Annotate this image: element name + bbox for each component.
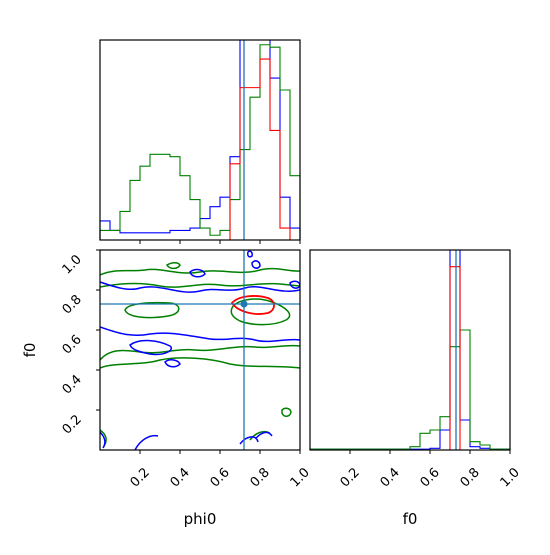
phi0-f0-joint-panel: 0.2 0.4 0.6 0.8 1.0 0.2 0.4 0.6 0.8 1.0 … (21, 249, 313, 528)
joint-xtick-label: 0.4 (168, 465, 193, 490)
f0-xtick-label: 0.8 (458, 465, 483, 490)
histogram-series-2 (310, 266, 510, 451)
f0-tick-marks (349, 450, 511, 454)
f0-histogram-series (309, 249, 511, 451)
joint-ytick-labels: 0.2 0.4 0.6 0.8 1.0 (60, 252, 85, 437)
histogram-series-0 (99, 39, 301, 240)
joint-ytick-label: 0.8 (60, 292, 85, 317)
histogram-series-1 (99, 44, 301, 240)
joint-contours (100, 250, 300, 450)
f0-xtick-label: 0.6 (418, 465, 443, 490)
joint-xtick-label: 0.2 (128, 465, 153, 490)
truth-marker (240, 300, 248, 308)
histogram-series-0 (309, 249, 511, 450)
blue-contours (100, 250, 300, 450)
joint-xtick-label: 0.8 (248, 465, 273, 490)
f0-xtick-label: 0.4 (378, 465, 403, 490)
f0-xtick-labels: 0.2 0.4 0.6 0.8 1.0 (338, 465, 523, 490)
joint-ytick-label: 0.4 (60, 372, 85, 397)
joint-xtick-label: 1.0 (288, 465, 313, 490)
joint-xtick-label: 0.6 (208, 465, 233, 490)
joint-ytick-label: 0.2 (60, 412, 85, 437)
histogram-series-1 (309, 329, 511, 450)
f0-xtick-label: 0.2 (338, 465, 363, 490)
joint-ytick-label: 1.0 (60, 252, 85, 277)
red-contours (230, 295, 275, 315)
joint-ytick-label: 0.6 (60, 332, 85, 357)
x-axis-label-phi0: phi0 (184, 510, 217, 528)
joint-tick-marks (96, 249, 301, 454)
x-axis-label-f0: f0 (403, 510, 418, 528)
phi0-marginal-xticks (139, 240, 301, 244)
green-contours (100, 262, 300, 447)
f0-marginal-frame (309, 249, 511, 451)
joint-xtick-labels: 0.2 0.4 0.6 0.8 1.0 (128, 465, 313, 490)
phi0-marginal-panel (99, 39, 301, 244)
phi0-marginal-frame (99, 39, 301, 241)
y-axis-label-f0: f0 (21, 343, 39, 358)
f0-marginal-panel: 0.2 0.4 0.6 0.8 1.0 f0 (309, 249, 523, 528)
f0-xtick-label: 1.0 (498, 465, 523, 490)
joint-frame (99, 249, 301, 451)
